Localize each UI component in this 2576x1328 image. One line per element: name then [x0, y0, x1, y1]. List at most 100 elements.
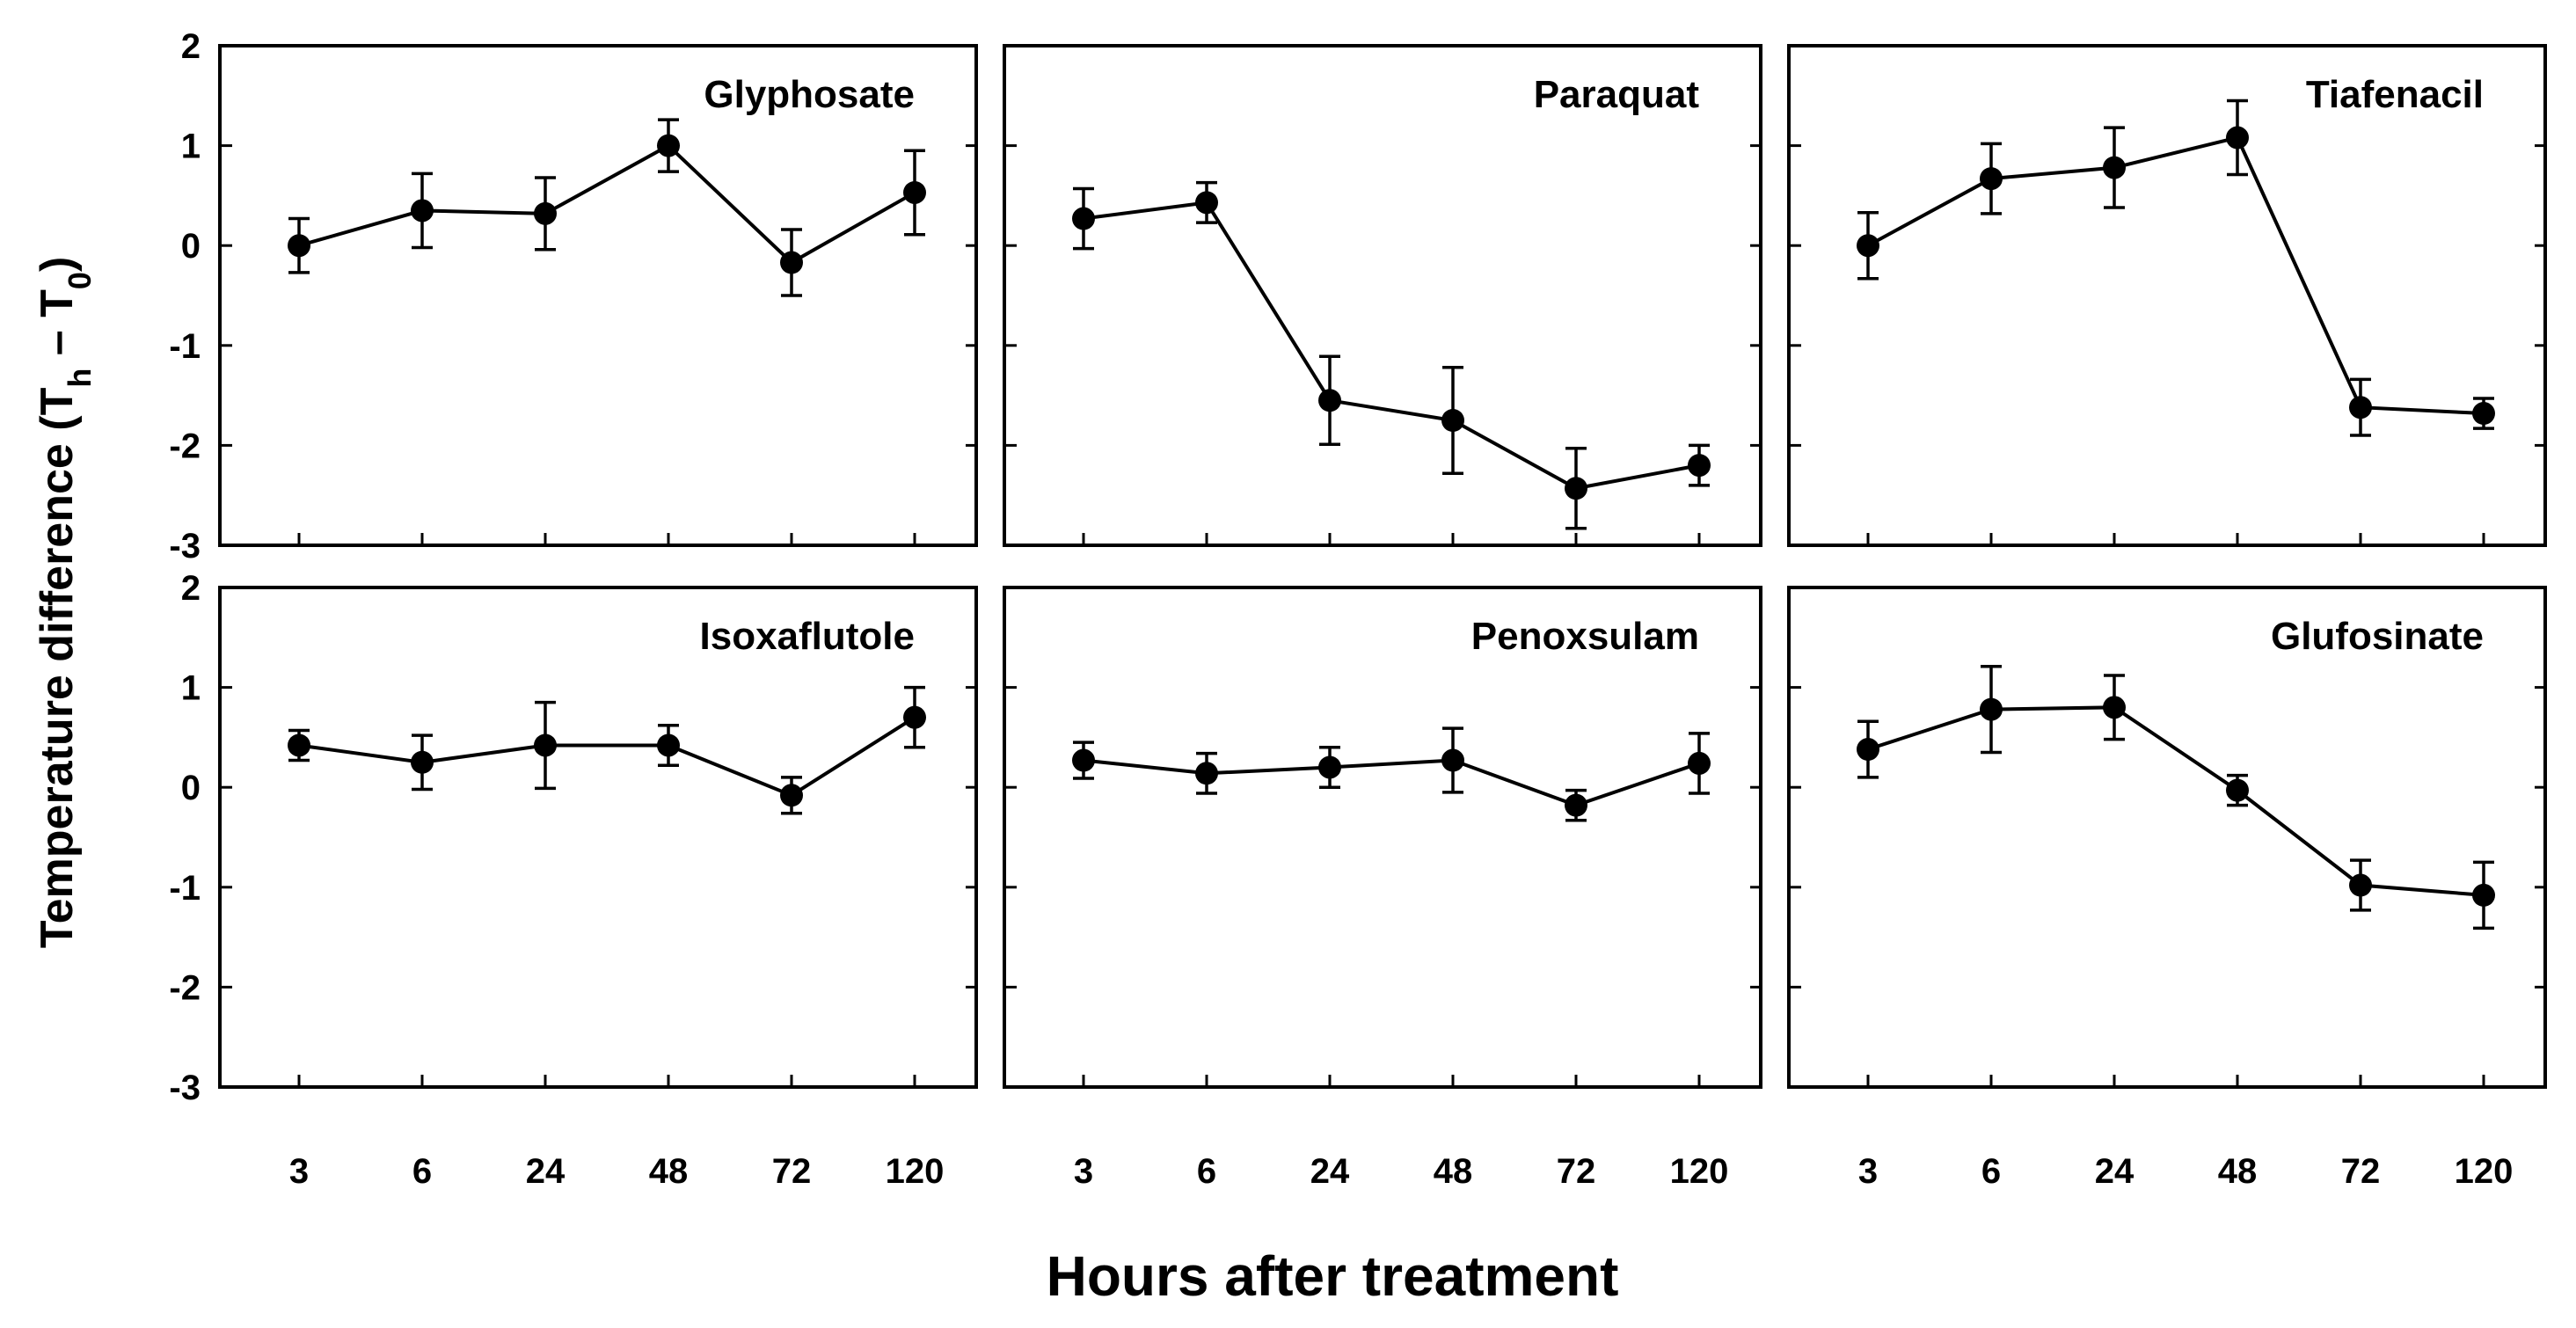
panel-paraquat: Paraquat	[1003, 44, 1762, 547]
data-point	[2349, 396, 2372, 420]
series-line	[1867, 705, 2485, 897]
x-tick-label: 120	[2455, 1152, 2514, 1191]
data-point	[288, 733, 310, 757]
panel-title: Tiafenacil	[2306, 73, 2484, 116]
series-line	[1867, 135, 2485, 416]
y-tick-label: 1	[181, 128, 201, 166]
data-point	[2103, 156, 2126, 179]
series-line	[298, 143, 916, 265]
data-point	[657, 733, 680, 757]
panel-title: Paraquat	[1534, 73, 1700, 116]
x-tick-label: 72	[1557, 1152, 1596, 1191]
series-line	[1083, 758, 1700, 807]
x-tick-label: 48	[649, 1152, 689, 1191]
data-point	[2472, 883, 2495, 907]
panel-glyphosate: 2 1 0 -1 -2 -3 Glyphosate	[169, 27, 978, 565]
data-point	[780, 251, 803, 274]
data-point	[1565, 793, 1587, 817]
x-tick-label: 3	[1858, 1152, 1878, 1191]
data-point	[2226, 778, 2249, 802]
data-point	[1072, 207, 1095, 230]
panel-title: Isoxaflutole	[700, 615, 916, 658]
x-tick-label: 120	[1670, 1152, 1729, 1191]
y-axis-label-sub-0: 0	[62, 272, 98, 289]
y-tick-label: -2	[169, 427, 201, 465]
data-point	[411, 750, 434, 774]
data-point	[1980, 697, 2003, 721]
data-point	[1441, 409, 1464, 432]
y-tick-label: 0	[181, 227, 201, 266]
data-point	[288, 234, 310, 258]
y-tick-label: -3	[169, 527, 201, 565]
data-point	[2472, 402, 2495, 426]
x-tick-label: 6	[1197, 1152, 1216, 1191]
data-point	[1195, 762, 1218, 785]
data-point	[2103, 696, 2126, 719]
panel-tiafenacil: Tiafenacil	[1787, 44, 2547, 547]
panel-isoxaflutole: 2 1 0 -1 -2 -3 3 6 24 48 72 120 Isoxaflutole	[169, 569, 978, 1191]
panel-frame	[218, 586, 978, 1089]
x-tick-label: 3	[289, 1152, 309, 1191]
x-tick-label: 6	[412, 1152, 432, 1191]
data-point	[1072, 748, 1095, 772]
y-axis-label: Temperature difference (Th – T0)	[32, 257, 98, 949]
y-axis-label-close: )	[32, 257, 83, 272]
panel-frame	[1003, 44, 1762, 547]
x-tick-label: 72	[2341, 1152, 2381, 1191]
series-line	[1083, 201, 1700, 491]
x-tick-label: 24	[1310, 1152, 1350, 1191]
y-tick-label: -1	[169, 869, 201, 908]
panel-title: Penoxsulam	[1471, 615, 1699, 658]
data-point	[903, 705, 926, 729]
y-tick-label: 0	[181, 769, 201, 807]
data-point	[1980, 167, 2003, 191]
data-point	[411, 199, 434, 223]
x-tick-label: 120	[886, 1152, 945, 1191]
y-axis-label-main: Temperature difference (T	[32, 387, 83, 948]
panel-title: Glufosinate	[2271, 615, 2484, 658]
y-axis-label-dash: – T	[32, 289, 83, 368]
panel-frame	[1787, 586, 2547, 1089]
data-point	[2226, 126, 2249, 150]
panel-frame	[218, 44, 978, 547]
data-point	[1195, 191, 1218, 215]
x-tick-label: 24	[526, 1152, 566, 1191]
x-tick-label: 3	[1074, 1152, 1093, 1191]
panel-frame	[1787, 44, 2547, 547]
y-tick-label: -1	[169, 327, 201, 366]
panel-title: Glyphosate	[704, 73, 915, 116]
y-tick-label: 2	[181, 569, 201, 608]
x-tick-label: 24	[2095, 1152, 2135, 1191]
data-point	[534, 733, 557, 757]
data-point	[903, 180, 926, 204]
y-tick-label: -2	[169, 968, 201, 1007]
x-tick-label: 48	[2218, 1152, 2258, 1191]
data-point	[1318, 755, 1341, 779]
y-tick-label: -3	[169, 1069, 201, 1107]
x-tick-label: 6	[1981, 1152, 2001, 1191]
panel-glufosinate: 3 6 24 48 72 120 Glufosinate	[1787, 586, 2547, 1191]
data-point	[1688, 454, 1711, 478]
panel-frame	[1003, 586, 1762, 1089]
data-point	[1318, 389, 1341, 412]
data-point	[780, 784, 803, 807]
x-axis-label: Hours after treatment	[1047, 1244, 1619, 1308]
data-point	[1688, 751, 1711, 775]
series-line	[298, 715, 916, 798]
data-point	[1441, 748, 1464, 772]
data-point	[1857, 234, 1879, 258]
y-tick-label: 1	[181, 669, 201, 708]
data-point	[534, 201, 557, 225]
data-point	[1857, 738, 1879, 762]
data-point	[657, 134, 680, 157]
x-tick-label: 48	[1434, 1152, 1473, 1191]
y-axis-label-sub-h: h	[62, 368, 98, 388]
panels-group: 2 1 0 -1 -2 -3 Glyphosate Paraquat Tiafenacil 2 1 0…	[169, 27, 2547, 1191]
data-point	[1565, 477, 1587, 500]
data-point	[2349, 873, 2372, 897]
x-tick-label: 72	[772, 1152, 812, 1191]
panel-penoxsulam: 3 6 24 48 72 120 Penoxsulam	[1003, 586, 1762, 1191]
y-tick-label: 2	[181, 27, 201, 66]
